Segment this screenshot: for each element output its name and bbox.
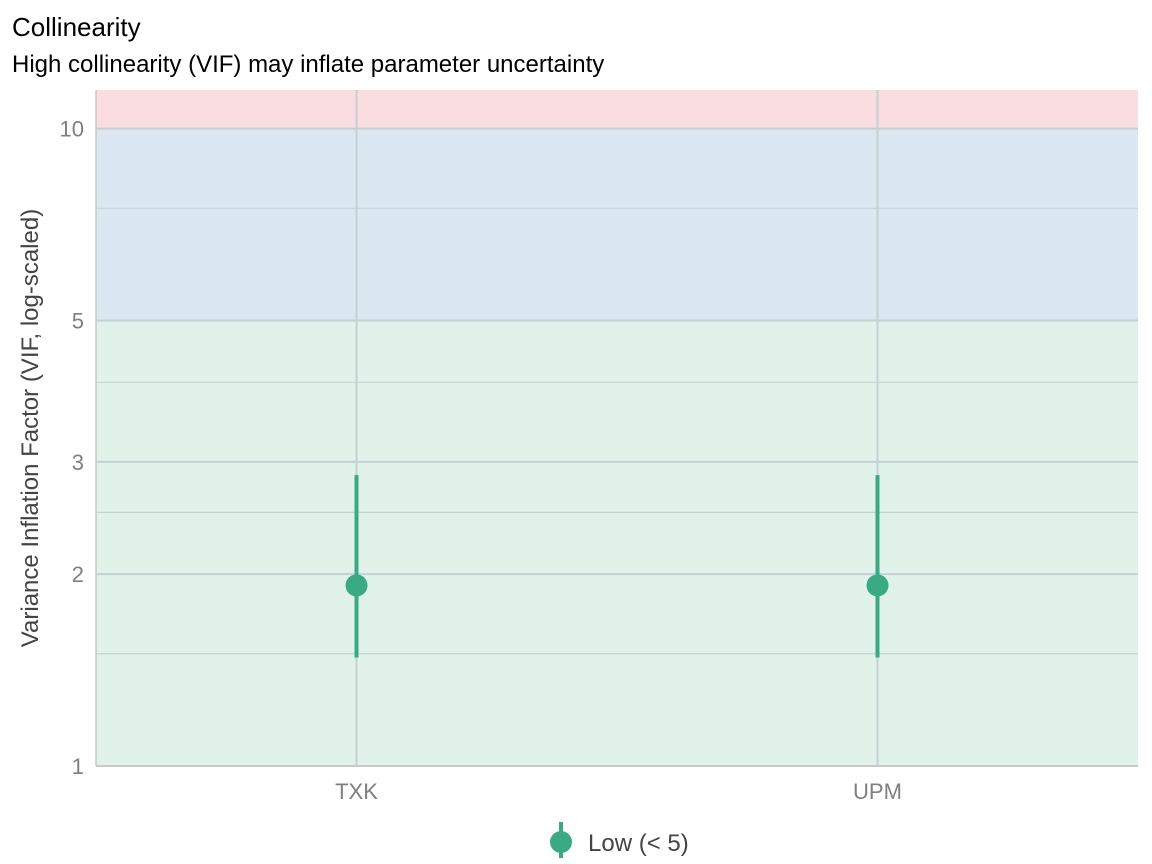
legend-key-point [550, 831, 572, 853]
y-tick-label: 10 [60, 117, 84, 142]
risk-bands [96, 90, 1138, 766]
band-0 [96, 320, 1138, 766]
y-tick-labels: 1 2 3 5 10 [60, 117, 84, 779]
y-axis-title: Variance Inflation Factor (VIF, log-scal… [17, 209, 44, 647]
y-tick-label: 1 [72, 754, 84, 779]
band-2 [96, 90, 1138, 129]
axes [95, 90, 1138, 767]
chart-subtitle: High collinearity (VIF) may inflate para… [12, 51, 604, 78]
band-1 [96, 128, 1138, 321]
point-upm [866, 574, 889, 597]
data-marks [345, 475, 889, 658]
point-txk [345, 574, 368, 597]
y-tick-label: 2 [72, 562, 84, 587]
y-tick-label: 5 [72, 309, 84, 334]
x-tick-labels: TXK UPM [335, 779, 902, 804]
y-tick-label: 3 [72, 450, 84, 475]
x-tick-label: UPM [853, 779, 902, 804]
legend: Low (< 5) [550, 822, 689, 858]
x-tick-label: TXK [335, 779, 378, 804]
legend-label: Low (< 5) [588, 830, 689, 857]
chart-title: Collinearity [12, 12, 141, 42]
